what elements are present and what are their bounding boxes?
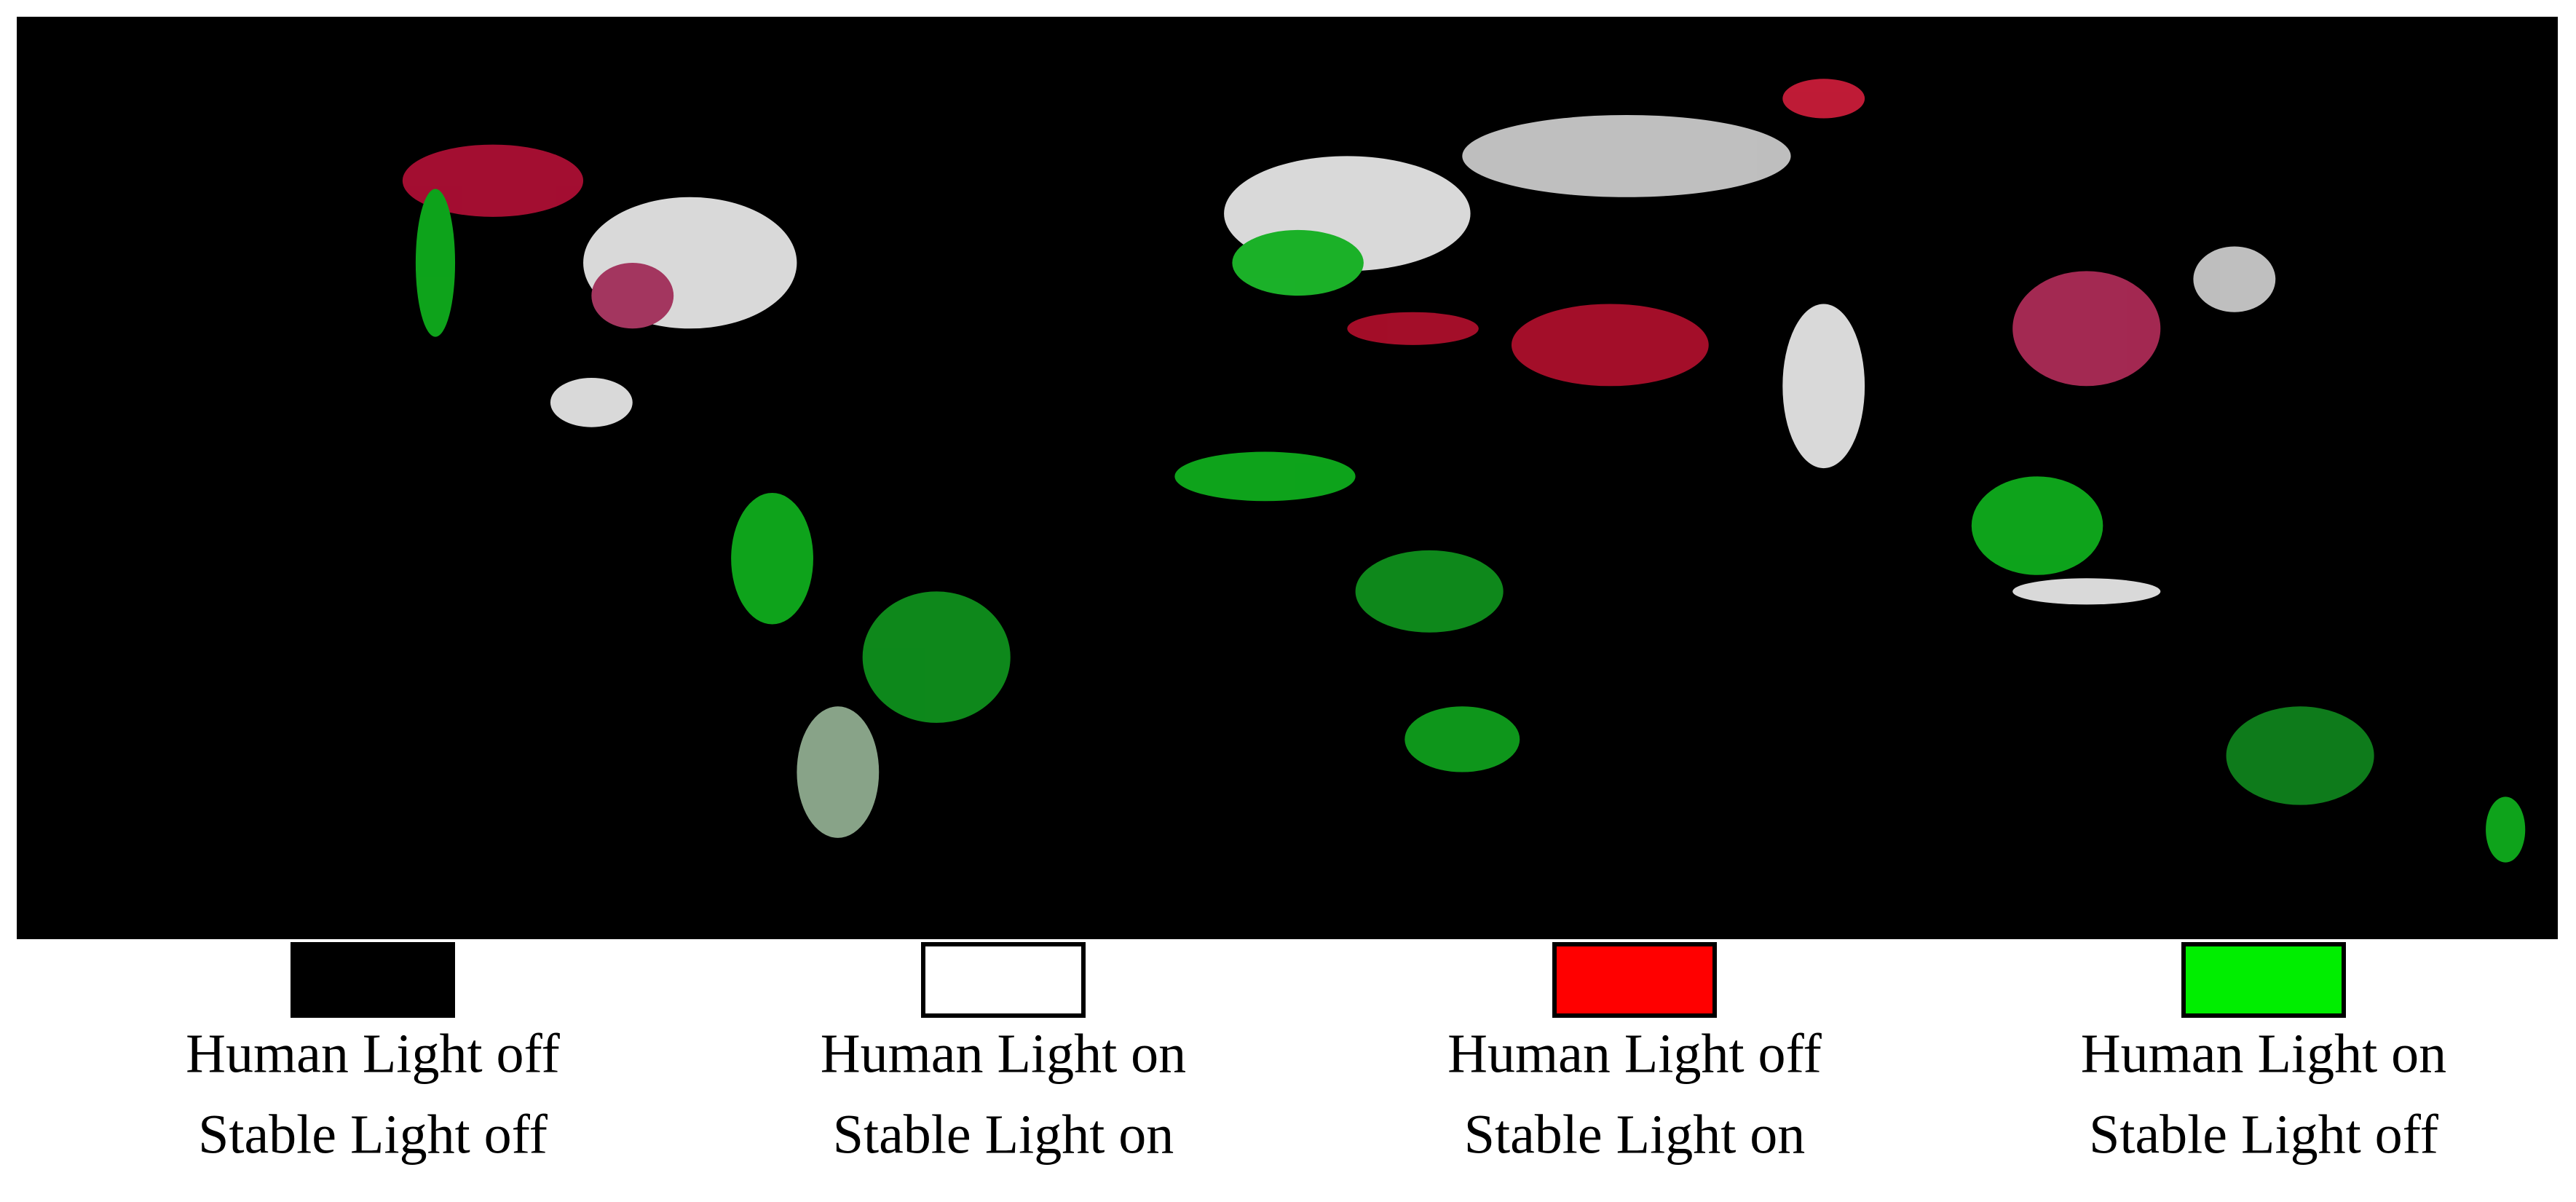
- legend-label-line2: Stable Light on: [833, 1104, 1174, 1165]
- region-north-africa: [1347, 312, 1479, 345]
- legend-label-line1: Human Light off: [1447, 1023, 1822, 1084]
- legend: Human Light off Stable Light off Human Lig…: [186, 942, 2446, 1165]
- legend-label-line1: Human Light off: [186, 1023, 560, 1084]
- legend-label-line2: Stable Light on: [1464, 1104, 1806, 1165]
- region-java: [2012, 578, 2161, 605]
- region-new-zealand: [2486, 796, 2526, 863]
- legend-label-line1: Human Light on: [821, 1023, 1186, 1084]
- world-map: [17, 17, 2558, 939]
- legend-swatch: [291, 942, 455, 1018]
- region-north-america-mixed: [591, 263, 674, 329]
- legend-swatch: [1552, 942, 1717, 1018]
- region-west-africa: [1174, 451, 1356, 502]
- region-russia: [1462, 114, 1791, 197]
- region-mexico: [550, 377, 633, 427]
- region-north-america-west: [415, 189, 456, 337]
- region-europe-green: [1232, 229, 1364, 296]
- region-russia-red: [1782, 79, 1865, 119]
- map-regions: [402, 79, 2526, 863]
- region-middle-east: [1511, 304, 1709, 387]
- region-southeast-asia: [1971, 476, 2103, 575]
- legend-swatch: [921, 942, 1086, 1018]
- legend-label-line1: Human Light on: [2081, 1023, 2446, 1084]
- region-japan: [2193, 246, 2276, 312]
- legend-label-line2: Stable Light off: [198, 1104, 548, 1165]
- region-brazil: [862, 591, 1011, 723]
- region-south-america-west: [731, 492, 813, 625]
- region-north-america-red: [402, 144, 584, 217]
- region-central-africa: [1355, 550, 1504, 633]
- legend-swatch: [2181, 942, 2346, 1018]
- region-australia: [2226, 706, 2374, 805]
- region-india: [1782, 304, 1865, 469]
- region-china: [2012, 271, 2161, 387]
- legend-label-line2: Stable Light off: [2089, 1104, 2439, 1165]
- region-south-africa: [1404, 706, 1520, 772]
- region-south-america-south: [797, 706, 880, 838]
